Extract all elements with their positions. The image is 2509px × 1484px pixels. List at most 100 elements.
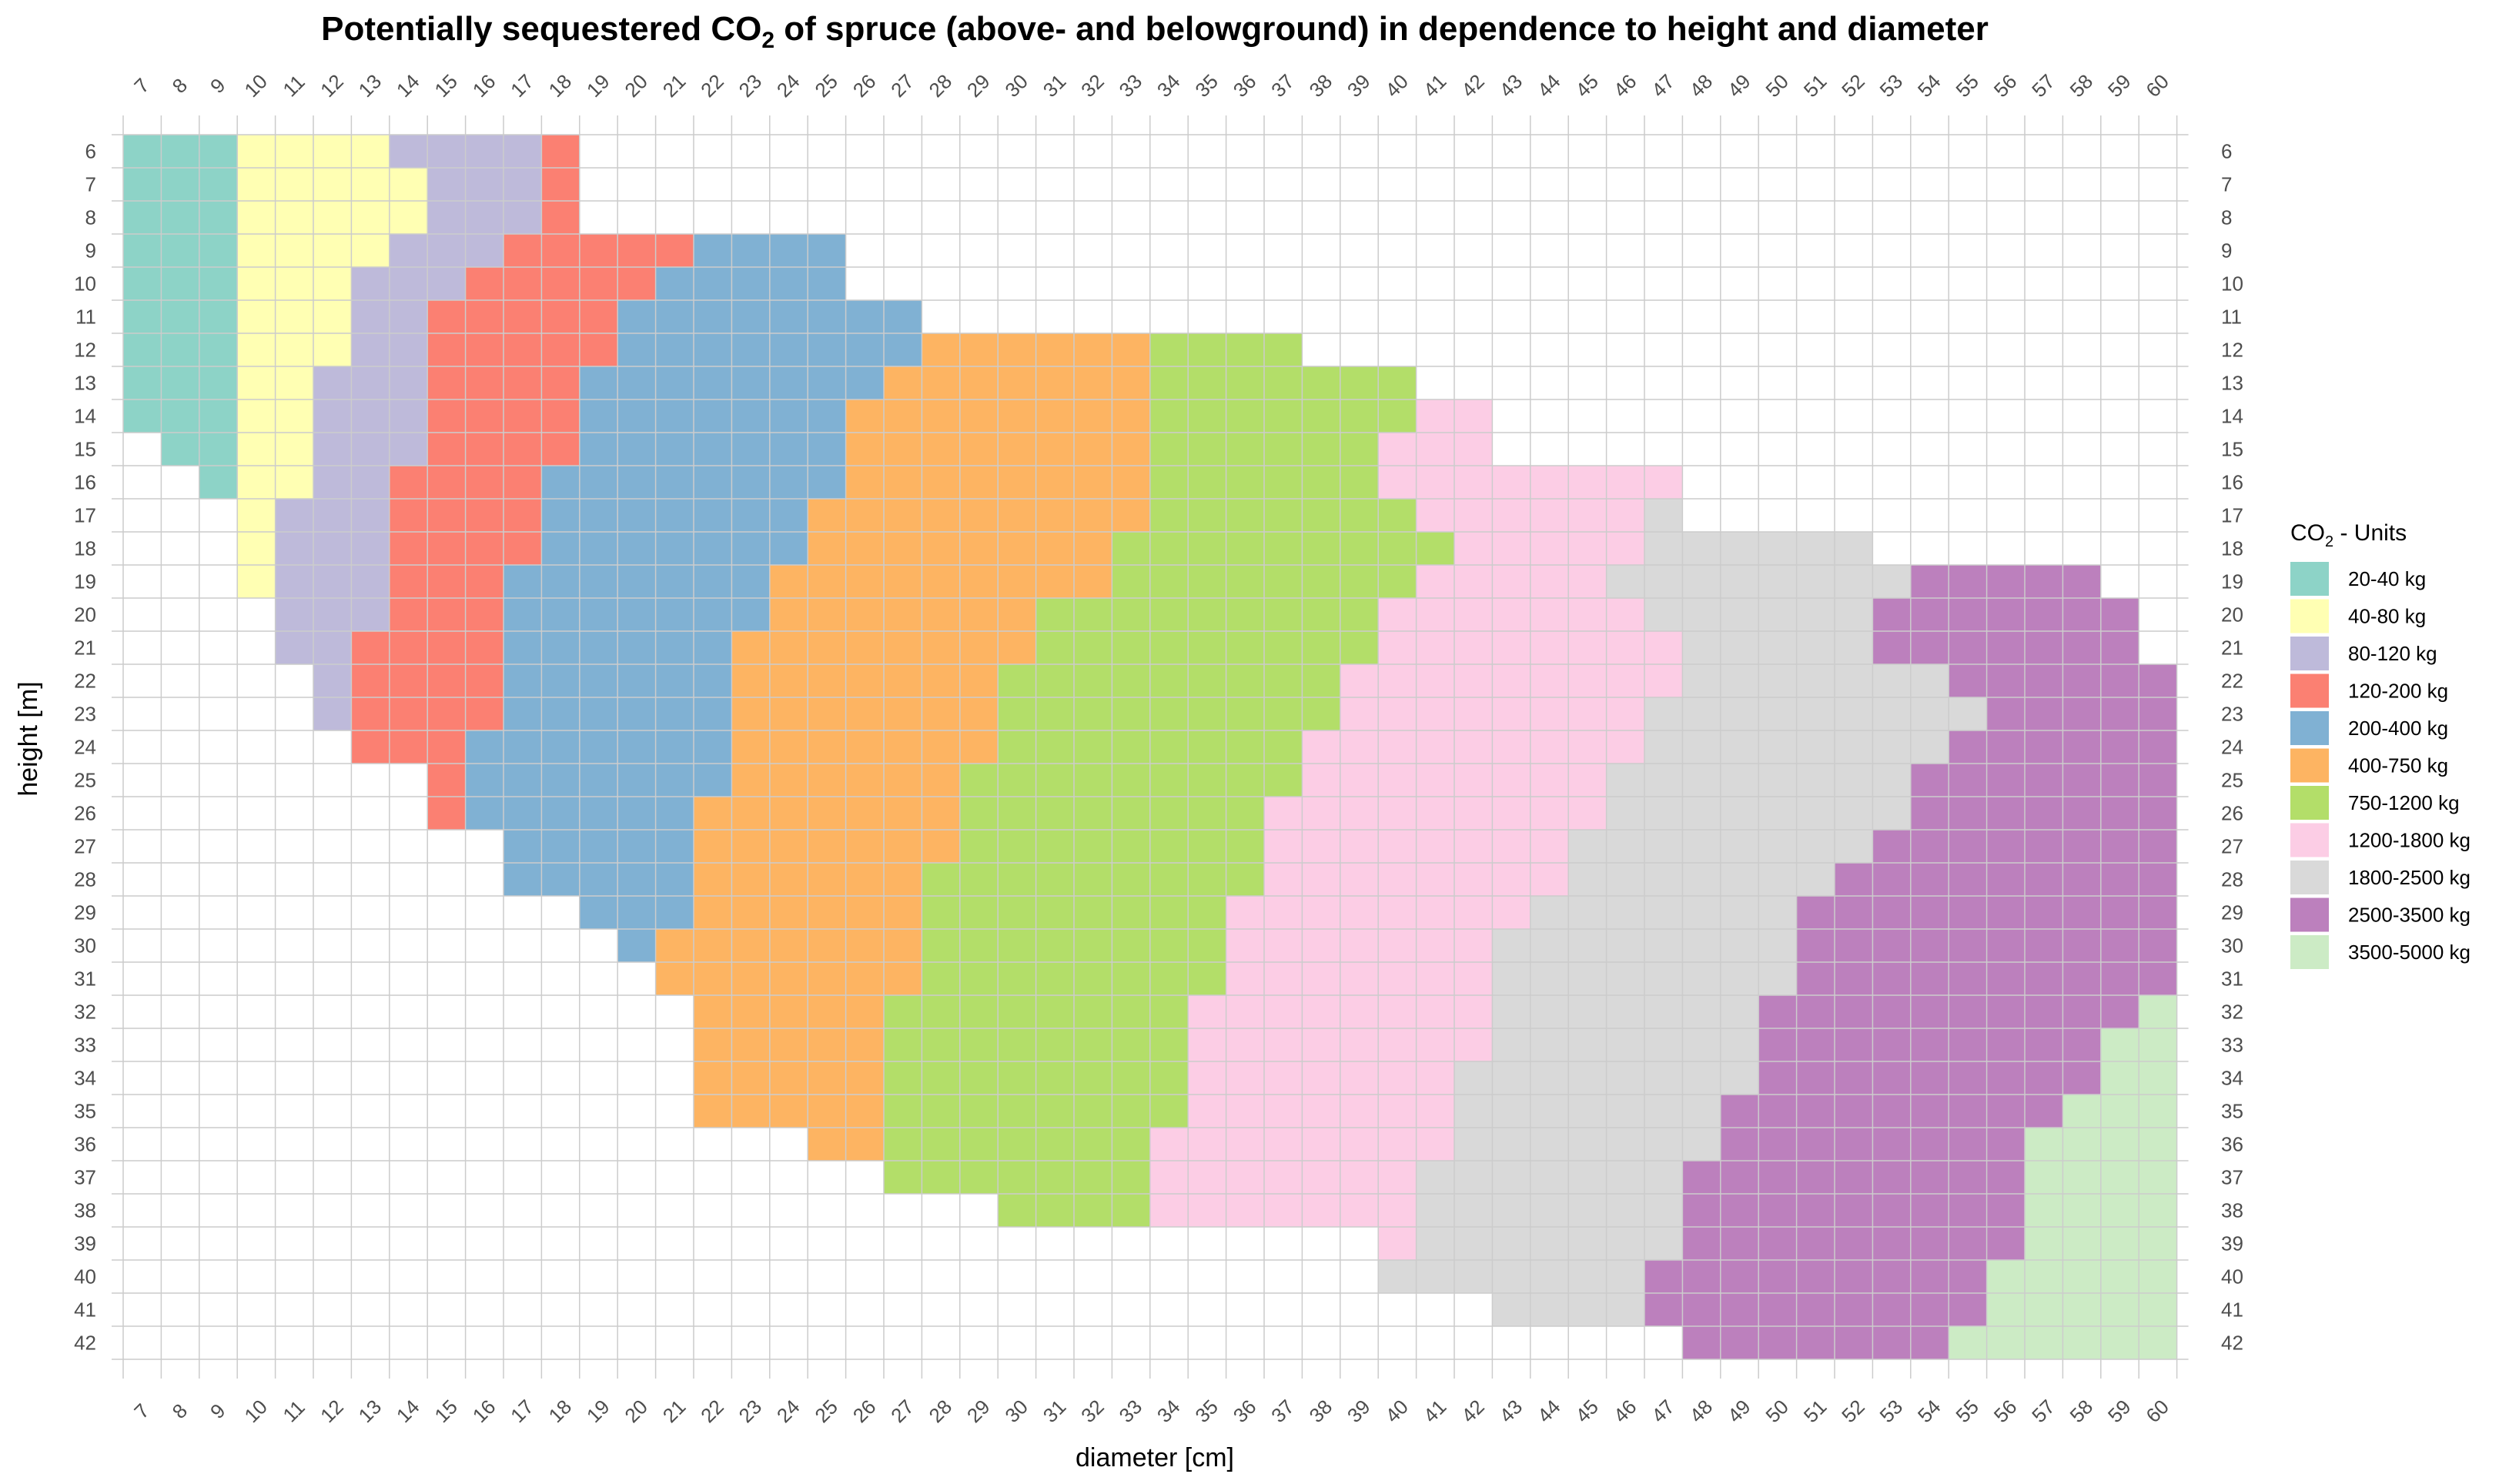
heatmap-cell	[617, 433, 656, 466]
heatmap-cell	[1035, 333, 1074, 366]
heatmap-cell	[845, 499, 884, 532]
heatmap-cell	[655, 730, 694, 764]
heatmap-cell	[161, 433, 199, 466]
heatmap-cell	[1986, 1161, 2025, 1194]
x-tick-label: 52	[1837, 69, 1869, 102]
heatmap-cell	[1340, 366, 1379, 399]
heatmap-cell	[1530, 1260, 1569, 1293]
heatmap-cell	[808, 499, 846, 532]
heatmap-cell	[2062, 631, 2101, 664]
heatmap-cell	[1149, 366, 1189, 399]
x-tick-label: 41	[1419, 69, 1451, 102]
heatmap-cell	[1758, 1061, 1797, 1095]
heatmap-cell	[1302, 1095, 1340, 1128]
heatmap-cell	[1149, 929, 1189, 962]
y-tick-label: 25	[2221, 769, 2243, 792]
legend-label: 80-120 kg	[2348, 642, 2437, 665]
heatmap-cell	[959, 863, 999, 896]
heatmap-cell	[1378, 962, 1417, 995]
heatmap-cell	[884, 1128, 922, 1161]
heatmap-cell	[1872, 1293, 1911, 1326]
heatmap-cell	[1796, 1194, 1835, 1227]
x-tick-label: 47	[1647, 69, 1679, 102]
heatmap-cell	[1264, 1028, 1303, 1061]
heatmap-cell	[1378, 995, 1417, 1028]
heatmap-cell	[1530, 1194, 1569, 1227]
heatmap-cell	[1416, 466, 1454, 499]
x-tick-label: 26	[848, 1395, 881, 1427]
x-tick-label: 49	[1723, 1395, 1755, 1427]
heatmap-cell	[465, 565, 503, 598]
heatmap-cell	[1644, 1293, 1683, 1326]
heatmap-cell	[1378, 830, 1417, 863]
y-tick-label: 37	[2221, 1166, 2243, 1189]
heatmap-cell	[1264, 1194, 1303, 1227]
heatmap-cell	[655, 532, 694, 565]
heatmap-cell	[1949, 863, 1987, 896]
heatmap-cell	[998, 664, 1036, 697]
heatmap-cell	[922, 433, 960, 466]
heatmap-cell	[884, 896, 922, 929]
x-tick-label: 25	[810, 69, 842, 102]
heatmap-cell	[731, 697, 770, 730]
heatmap-cell	[1835, 631, 1873, 664]
y-tick-label: 18	[2221, 537, 2243, 560]
heatmap-cell	[1302, 962, 1340, 995]
heatmap-cell	[2062, 995, 2101, 1028]
x-tick-label: 34	[1152, 1395, 1185, 1427]
heatmap-cell	[1796, 1293, 1835, 1326]
heatmap-cell	[1302, 466, 1340, 499]
heatmap-cell	[237, 565, 276, 598]
x-tick-label: 13	[354, 69, 386, 102]
heatmap-cell	[1949, 995, 1987, 1028]
heatmap-cell	[922, 664, 960, 697]
heatmap-cell	[579, 730, 618, 764]
x-tick-label: 16	[468, 69, 500, 102]
heatmap-cell	[503, 300, 542, 333]
heatmap-cell	[1302, 565, 1340, 598]
x-tick-label: 38	[1305, 1395, 1337, 1427]
heatmap-cell	[845, 631, 884, 664]
heatmap-cell	[731, 333, 770, 366]
heatmap-cell	[1720, 532, 1759, 565]
heatmap-cell	[579, 433, 618, 466]
y-tick-label: 16	[2221, 471, 2243, 494]
heatmap-cell	[313, 135, 352, 168]
heatmap-cell	[1796, 764, 1835, 797]
y-tick-label: 15	[74, 438, 96, 461]
x-tick-label: 23	[734, 69, 767, 102]
heatmap-cell	[199, 399, 238, 433]
heatmap-cell	[1074, 565, 1112, 598]
legend-label: 40-80 kg	[2348, 605, 2426, 628]
heatmap-cell	[1188, 466, 1226, 499]
heatmap-cell	[922, 532, 960, 565]
heatmap-cell	[617, 466, 656, 499]
heatmap-cell	[1949, 664, 1987, 697]
heatmap-cell	[2062, 896, 2101, 929]
heatmap-cell	[2025, 1194, 2063, 1227]
x-tick-label: 19	[582, 1395, 614, 1427]
heatmap-cell	[884, 300, 922, 333]
heatmap-cell	[465, 300, 503, 333]
heatmap-cell	[1264, 565, 1303, 598]
heatmap-cell	[1835, 797, 1873, 830]
heatmap-cell	[1454, 929, 1493, 962]
heatmap-cell	[161, 201, 199, 234]
heatmap-cell	[1720, 1227, 1759, 1260]
heatmap-cell	[617, 267, 656, 300]
heatmap-cell	[1530, 1161, 1569, 1194]
heatmap-cell	[465, 532, 503, 565]
heatmap-cell	[1530, 697, 1569, 730]
heatmap-cell	[998, 1194, 1036, 1227]
heatmap-cell	[769, 896, 808, 929]
heatmap-cell	[1264, 797, 1303, 830]
y-tick-label: 11	[2221, 306, 2242, 329]
heatmap-cell	[313, 664, 352, 697]
heatmap-cell	[731, 929, 770, 962]
heatmap-cell	[655, 929, 694, 962]
heatmap-cell	[2062, 1227, 2101, 1260]
heatmap-cell	[465, 267, 503, 300]
heatmap-cell	[2062, 962, 2101, 995]
heatmap-cell	[2062, 1161, 2101, 1194]
heatmap-cell	[465, 598, 503, 631]
